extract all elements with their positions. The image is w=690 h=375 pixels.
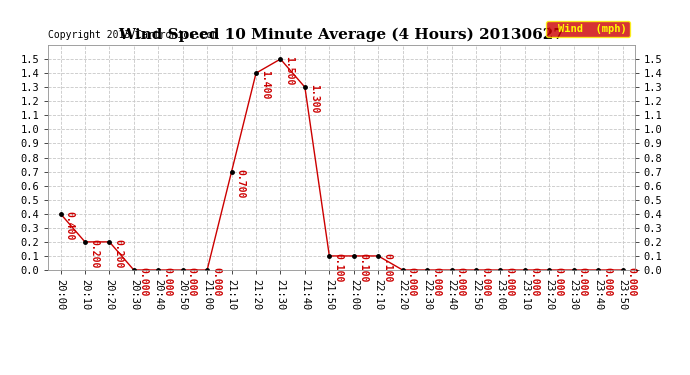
Text: 0.000: 0.000	[553, 267, 564, 297]
Text: 0.200: 0.200	[114, 239, 124, 268]
Text: 0.000: 0.000	[211, 267, 221, 297]
Title: Wind Speed 10 Minute Average (4 Hours) 20130627: Wind Speed 10 Minute Average (4 Hours) 2…	[119, 28, 564, 42]
Text: 0.000: 0.000	[162, 267, 172, 297]
Text: 0.100: 0.100	[333, 253, 344, 282]
Text: 0.200: 0.200	[89, 239, 99, 268]
Text: 0.000: 0.000	[407, 267, 417, 297]
Legend: Wind  (mph): Wind (mph)	[546, 21, 629, 37]
Text: 0.100: 0.100	[382, 253, 393, 282]
Text: 0.000: 0.000	[529, 267, 539, 297]
Text: 0.000: 0.000	[504, 267, 515, 297]
Text: 1.500: 1.500	[284, 56, 295, 86]
Text: 0.000: 0.000	[578, 267, 588, 297]
Text: 0.000: 0.000	[627, 267, 637, 297]
Text: 1.400: 1.400	[260, 70, 270, 100]
Text: 0.000: 0.000	[480, 267, 490, 297]
Text: 0.000: 0.000	[455, 267, 466, 297]
Text: 0.000: 0.000	[602, 267, 612, 297]
Text: 0.000: 0.000	[187, 267, 197, 297]
Text: 0.000: 0.000	[431, 267, 441, 297]
Text: 0.400: 0.400	[65, 211, 75, 240]
Text: 0.700: 0.700	[236, 169, 246, 198]
Text: 0.100: 0.100	[358, 253, 368, 282]
Text: 0.000: 0.000	[138, 267, 148, 297]
Text: 1.300: 1.300	[309, 84, 319, 114]
Text: Copyright 2013 Cartronics.com: Copyright 2013 Cartronics.com	[48, 30, 219, 40]
